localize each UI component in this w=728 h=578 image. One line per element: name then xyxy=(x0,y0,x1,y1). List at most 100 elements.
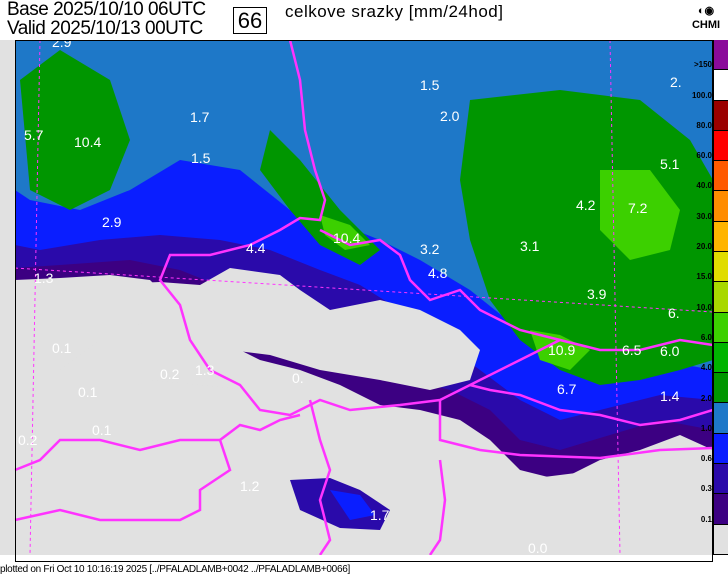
precipitation-map xyxy=(0,40,713,555)
legend-label: 80.0 xyxy=(696,120,712,130)
map-value: 1.7 xyxy=(190,109,210,125)
map-value: 0.2 xyxy=(160,366,180,382)
legend-swatch xyxy=(714,524,728,555)
precip-light-green-3 xyxy=(320,215,370,250)
legend-swatch xyxy=(714,191,728,222)
legend-label: 20.0 xyxy=(696,242,712,252)
map-value: 0.1 xyxy=(52,340,72,356)
legend-swatch xyxy=(714,161,728,192)
precip-light-green xyxy=(600,170,680,260)
map-value: 1.3 xyxy=(34,270,54,286)
map-value: 1.7 xyxy=(370,507,390,523)
valid-time-value: 2025/10/13 00UTC xyxy=(50,18,203,39)
map-value: 5.7 xyxy=(24,127,44,143)
border-line xyxy=(14,438,232,522)
legend-swatch xyxy=(714,312,728,343)
border-line xyxy=(319,228,561,342)
base-time: Base 2025/10/10 06UTC xyxy=(7,0,206,19)
legend-swatch xyxy=(714,282,728,313)
legend-swatch xyxy=(714,403,728,434)
legend-swatch xyxy=(714,70,728,101)
map-value: 0.1 xyxy=(92,422,112,438)
legend-swatch xyxy=(714,221,728,252)
legend-label: 0.1 xyxy=(700,514,712,524)
border-line xyxy=(438,400,713,460)
map-value: 6.0 xyxy=(660,343,680,359)
grid-line xyxy=(14,267,713,313)
map-value: 6.7 xyxy=(557,381,577,397)
legend-swatch xyxy=(714,40,728,71)
country-borders xyxy=(14,40,713,555)
map-value: 1.5 xyxy=(191,150,211,166)
legend-swatch xyxy=(714,494,728,525)
map-value: 1.4 xyxy=(660,388,680,404)
map-value: 6.5 xyxy=(622,342,642,358)
valid-label: Valid xyxy=(7,18,46,39)
map-value: 0.0 xyxy=(528,540,548,556)
logo-text: CHMI xyxy=(691,19,721,31)
map-value: 2.9 xyxy=(102,214,122,230)
precip-patch-2 xyxy=(330,490,375,520)
map-value: 1.5 xyxy=(420,77,440,93)
grid-lines xyxy=(14,40,713,555)
precip-green xyxy=(460,90,713,385)
map-value: 5.1 xyxy=(660,156,680,172)
map-value: 1.2 xyxy=(240,478,260,494)
legend-label: >150 xyxy=(693,60,712,70)
forecast-step: 66 xyxy=(233,7,267,34)
map-value: 4.2 xyxy=(576,197,596,213)
legend-label: 15.0 xyxy=(696,272,712,282)
map-value: 4.4 xyxy=(246,240,266,256)
legend-label: 4.0 xyxy=(700,363,712,373)
header: Base 2025/10/10 06UTC Valid 2025/10/13 0… xyxy=(0,0,728,40)
map-value: 3.1 xyxy=(520,238,540,254)
dry-area-2 xyxy=(15,380,713,555)
legend-swatch xyxy=(714,373,728,404)
border-line xyxy=(219,399,332,555)
legend-label: 6.0 xyxy=(700,332,712,342)
legend-swatch xyxy=(714,342,728,374)
footer-plot-info: plotted on Fri Oct 10 10:16:19 2025 [../… xyxy=(0,564,350,575)
legend-swatch xyxy=(714,100,728,131)
map-value: 10.4 xyxy=(333,230,361,246)
valid-time: Valid 2025/10/13 00UTC xyxy=(7,19,203,38)
map-value: 0. xyxy=(292,370,304,386)
legend-label: 10.0 xyxy=(696,302,712,312)
map-title: celkove srazky [mm/24hod] xyxy=(285,2,504,21)
legend-label: 40.0 xyxy=(696,181,712,191)
legend-label: 100.0 xyxy=(691,90,712,100)
base-label: Base xyxy=(7,0,49,20)
map-value: 4.8 xyxy=(428,265,448,281)
map-value: 6. xyxy=(668,305,680,321)
grid-line xyxy=(29,40,41,555)
legend-label: 0.6 xyxy=(700,454,712,464)
legend-label: 2.0 xyxy=(700,393,712,403)
base-time-value: 2025/10/10 06UTC xyxy=(53,0,206,20)
legend-swatch xyxy=(714,130,728,162)
color-legend: >150 100.0 80.0 60.0 40.0 30.0 20.0 15.0 10.0 6.0… xyxy=(692,40,728,555)
map-value: 1.3 xyxy=(195,362,215,378)
map-value: 2. xyxy=(670,74,682,90)
legend-label: 0.3 xyxy=(700,484,712,494)
dry-area xyxy=(15,268,480,390)
precip-light-green-2 xyxy=(530,330,590,370)
logo-icon: ◐◉ xyxy=(697,5,715,17)
map-value: 3.2 xyxy=(420,241,440,257)
border-line xyxy=(428,459,447,555)
chmi-logo: ◐◉ CHMI xyxy=(688,4,724,32)
map-value: 0.2 xyxy=(18,432,38,448)
map-value: 7.2 xyxy=(628,200,648,216)
map-value: 10.9 xyxy=(548,342,576,358)
legend-label: 30.0 xyxy=(696,211,712,221)
border-line xyxy=(158,40,713,417)
legend-label: 60.0 xyxy=(696,151,712,161)
legend-swatch xyxy=(714,433,728,464)
border-line xyxy=(469,383,713,427)
map-value: 3.9 xyxy=(587,286,607,302)
precip-green-2 xyxy=(20,50,130,210)
map-value: 2.0 xyxy=(440,108,460,124)
map-value: 0.1 xyxy=(78,384,98,400)
legend-swatch xyxy=(714,463,728,495)
legend-swatch xyxy=(714,251,728,283)
legend-label: 1.0 xyxy=(700,423,712,433)
